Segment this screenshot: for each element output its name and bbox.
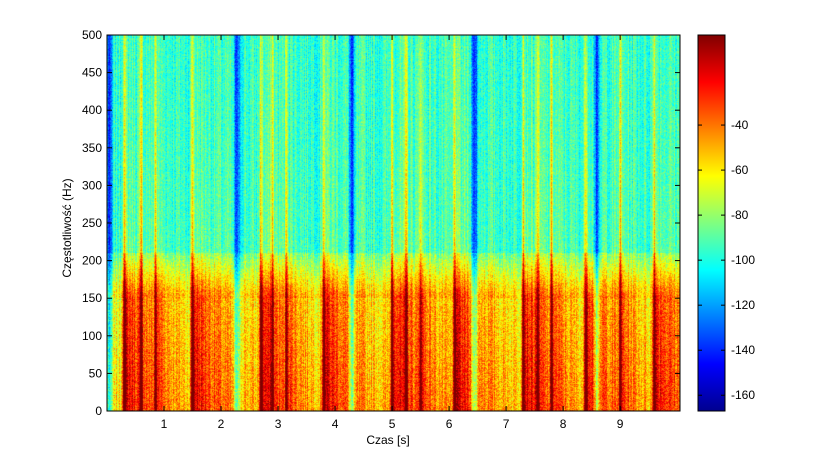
x-tick-label: 1 — [161, 417, 168, 431]
y-tick-label: 500 — [82, 28, 102, 42]
spectrogram-image — [107, 35, 680, 411]
x-tick-label: 6 — [446, 417, 453, 431]
y-tick-label: 400 — [82, 103, 102, 117]
y-tick-label: 200 — [82, 254, 102, 268]
x-tick-label: 4 — [332, 417, 339, 431]
x-tick-label: 2 — [218, 417, 225, 431]
y-tick-label: 250 — [82, 216, 102, 230]
y-tick-label: 0 — [95, 404, 102, 418]
y-tick-label: 50 — [89, 366, 103, 380]
y-tick-label: 100 — [82, 329, 102, 343]
x-tick-label: 8 — [560, 417, 567, 431]
colorbar-tick-label: -100 — [731, 253, 755, 267]
y-tick-label: 300 — [82, 178, 102, 192]
x-tick-label: 7 — [503, 417, 510, 431]
colorbar-gradient — [697, 34, 726, 412]
x-axis: 1 2 3 4 5 6 7 8 9 — [161, 35, 624, 431]
colorbar-tick-label: -140 — [731, 343, 755, 357]
x-tick-label: 9 — [617, 417, 624, 431]
x-axis-label: Czas [s] — [366, 433, 409, 447]
colorbar-tick-label: -160 — [731, 388, 755, 402]
colorbar-tick-label: -80 — [731, 208, 749, 222]
spectrogram-heatmap — [107, 35, 680, 411]
x-tick-label: 5 — [389, 417, 396, 431]
y-axis: 0 50 100 150 200 250 300 350 400 450 500 — [82, 28, 680, 418]
y-axis-label: Częstotliwość (Hz) — [60, 178, 74, 277]
colorbar-tick-label: -40 — [731, 118, 749, 132]
x-tick-label: 3 — [275, 417, 282, 431]
colorbar-tick-label: -60 — [731, 163, 749, 177]
colorbar-ticks: -40 -60 -80 -100 -120 -140 -160 — [698, 118, 755, 402]
colorbar: -40 -60 -80 -100 -120 -140 -160 — [697, 34, 755, 412]
y-tick-label: 150 — [82, 291, 102, 305]
y-tick-label: 350 — [82, 141, 102, 155]
colorbar-tick-label: -120 — [731, 298, 755, 312]
y-tick-label: 450 — [82, 66, 102, 80]
